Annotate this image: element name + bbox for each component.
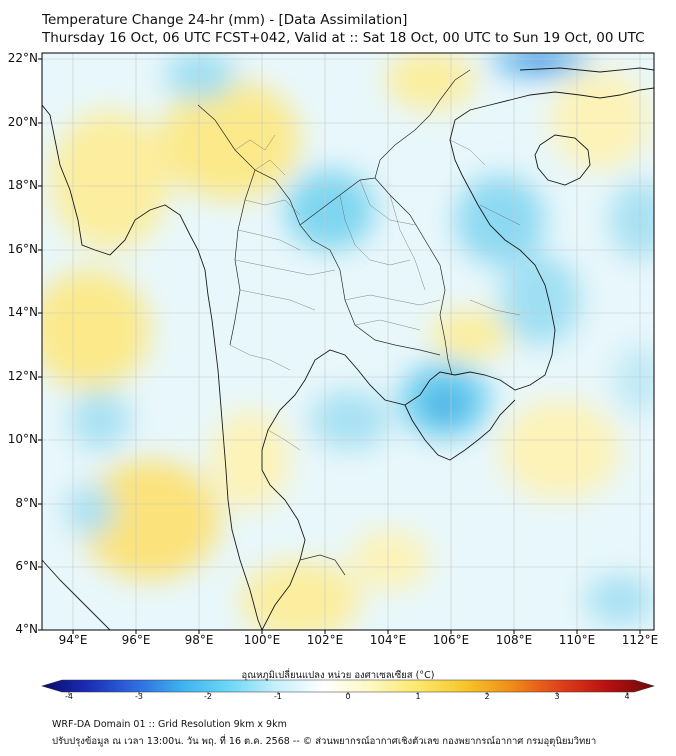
lat-label: 16°N <box>7 242 38 256</box>
colorbar-tick-label: 4 <box>624 692 630 701</box>
lon-label: 110°E <box>558 633 596 647</box>
lat-label: 18°N <box>7 178 38 192</box>
lat-label: 14°N <box>7 305 38 319</box>
map-frame <box>41 52 655 631</box>
colorbar <box>40 679 656 693</box>
map-title: Temperature Change 24-hr (mm) - [Data As… <box>42 12 408 28</box>
lon-label: 102°E <box>306 633 344 647</box>
colorbar-tick-label: -4 <box>65 692 73 701</box>
lon-label: 96°E <box>121 633 151 647</box>
lat-label: 22°N <box>7 51 38 65</box>
coastlines <box>42 67 654 630</box>
lat-label: 8°N <box>15 496 38 510</box>
colorbar-ticks <box>68 692 628 695</box>
colorbar-title: อุณหภูมิเปลี่ยนแปลง หน่วย องศาเซลเซียส (… <box>241 670 435 681</box>
lat-label: 10°N <box>7 432 38 446</box>
lat-label: 6°N <box>15 559 38 573</box>
footer-model-info: WRF-DA Domain 01 :: Grid Resolution 9km … <box>52 719 287 730</box>
lon-label: 98°E <box>184 633 214 647</box>
lon-label: 108°E <box>495 633 533 647</box>
colorbar-tick-label: -2 <box>204 692 212 701</box>
lon-label: 100°E <box>243 633 281 647</box>
axis-ticks <box>38 58 641 634</box>
footer-credit: ปรับปรุงข้อมูล ณ เวลา 13:00น. วัน พฤ. ที… <box>52 736 597 747</box>
lat-label: 12°N <box>7 369 38 383</box>
lon-label: 106°E <box>432 633 470 647</box>
colorbar-tick-label: -3 <box>135 692 143 701</box>
lat-label: 20°N <box>7 115 38 129</box>
map-gridlines <box>42 53 654 630</box>
lat-label: 4°N <box>15 622 38 636</box>
colorbar-tick-label: 0 <box>345 692 351 701</box>
colorbar-tick-label: 3 <box>554 692 560 701</box>
lon-label: 94°E <box>58 633 88 647</box>
lon-label: 104°E <box>369 633 407 647</box>
colorbar-tick-label: 1 <box>415 692 421 701</box>
colorbar-tick-label: 2 <box>484 692 490 701</box>
province-borders <box>229 134 521 451</box>
colorbar-tick-label: -1 <box>274 692 282 701</box>
map-subtitle: Thursday 16 Oct, 06 UTC FCST+042, Valid … <box>42 30 645 46</box>
lon-label: 112°E <box>621 633 659 647</box>
